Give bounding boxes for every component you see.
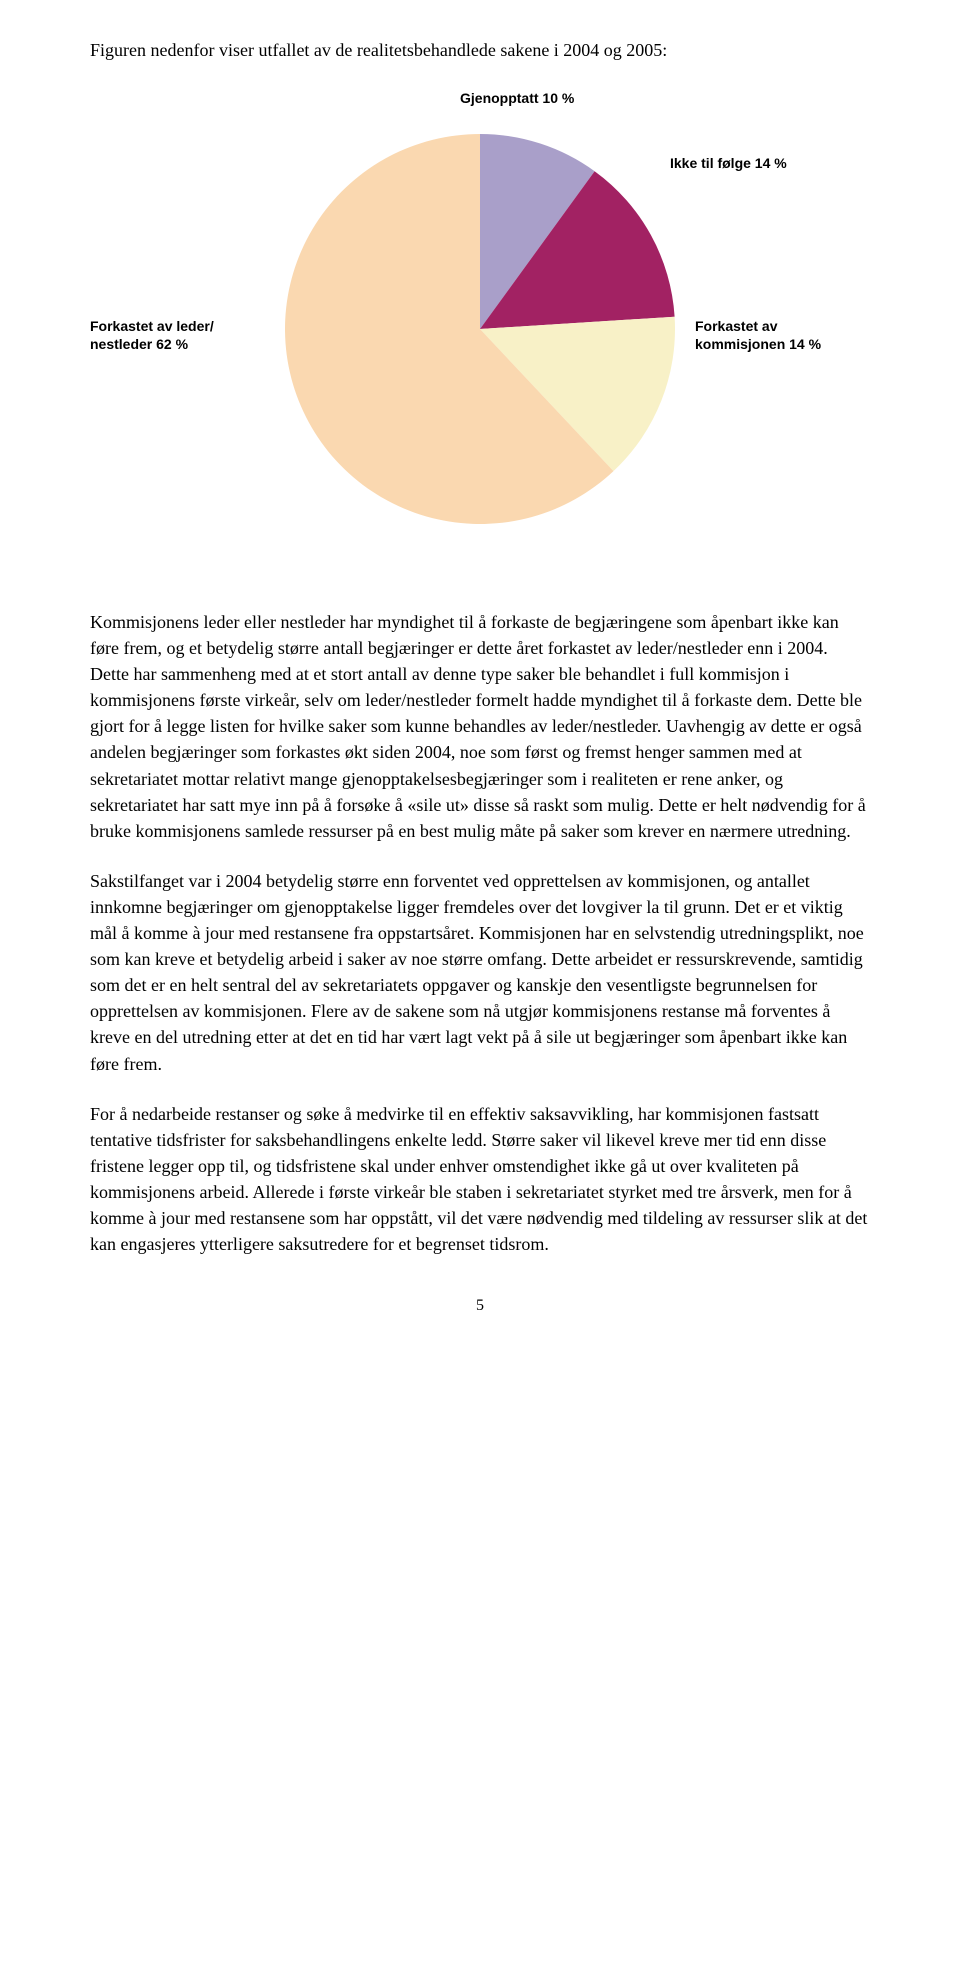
- slice-label-2: Forkastet avkommisjonen 14 %: [695, 317, 821, 353]
- slice-label-1: Ikke til følge 14 %: [670, 154, 787, 172]
- page-number: 5: [90, 1297, 870, 1315]
- paragraph-1: Kommisjonens leder eller nestleder har m…: [90, 609, 870, 844]
- intro-text: Figuren nedenfor viser utfallet av de re…: [90, 40, 870, 61]
- slice-label-0: Gjenopptatt 10 %: [460, 89, 574, 107]
- body-text: Kommisjonens leder eller nestleder har m…: [90, 609, 870, 1257]
- pie-chart: [280, 129, 680, 529]
- paragraph-2: Sakstilfanget var i 2004 betydelig størr…: [90, 868, 870, 1077]
- pie-chart-container: Gjenopptatt 10 % Ikke til følge 14 % For…: [90, 89, 870, 569]
- slice-label-3: Forkastet av leder/nestleder 62 %: [90, 317, 214, 353]
- paragraph-3: For å nedarbeide restanser og søke å med…: [90, 1101, 870, 1258]
